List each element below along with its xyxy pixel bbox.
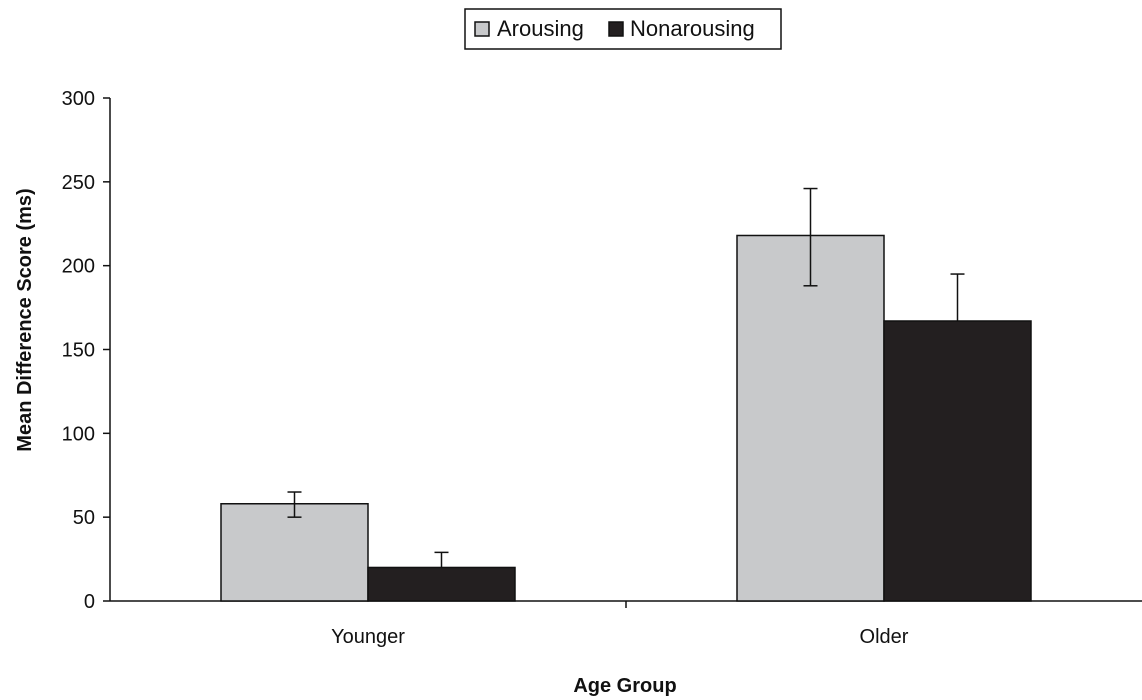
legend-swatch-nonarousing [608, 21, 624, 37]
y-axis-title: Mean Difference Score (ms) [14, 188, 36, 451]
x-tick-label: Older [860, 626, 909, 648]
y-tick-label: 150 [62, 340, 95, 362]
legend-label-arousing: Arousing [497, 16, 584, 41]
bar-arousing-younger [220, 503, 369, 602]
legend-swatch-arousing [474, 21, 490, 37]
bar-arousing-older [736, 234, 885, 602]
bar-nonarousing-older [883, 320, 1032, 602]
y-tick-label: 100 [62, 423, 95, 445]
y-tick-label: 300 [62, 88, 95, 110]
legend: Arousing Nonarousing [464, 8, 782, 50]
x-axis-title: Age Group [573, 675, 676, 697]
y-tick-label: 0 [84, 591, 95, 613]
legend-label-nonarousing: Nonarousing [630, 16, 755, 41]
y-tick-label: 250 [62, 172, 95, 194]
bar-nonarousing-younger [367, 566, 516, 602]
y-tick-label: 200 [62, 256, 95, 278]
x-tick-label: Younger [331, 626, 405, 648]
plot-area: 0 50 100 150 200 250 300 Younger Older [62, 88, 1142, 648]
y-tick-label: 50 [73, 507, 95, 529]
